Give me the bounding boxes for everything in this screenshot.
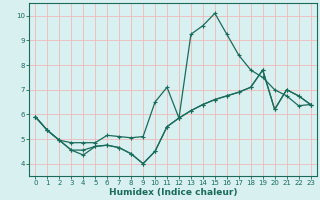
- X-axis label: Humidex (Indice chaleur): Humidex (Indice chaleur): [109, 188, 237, 197]
